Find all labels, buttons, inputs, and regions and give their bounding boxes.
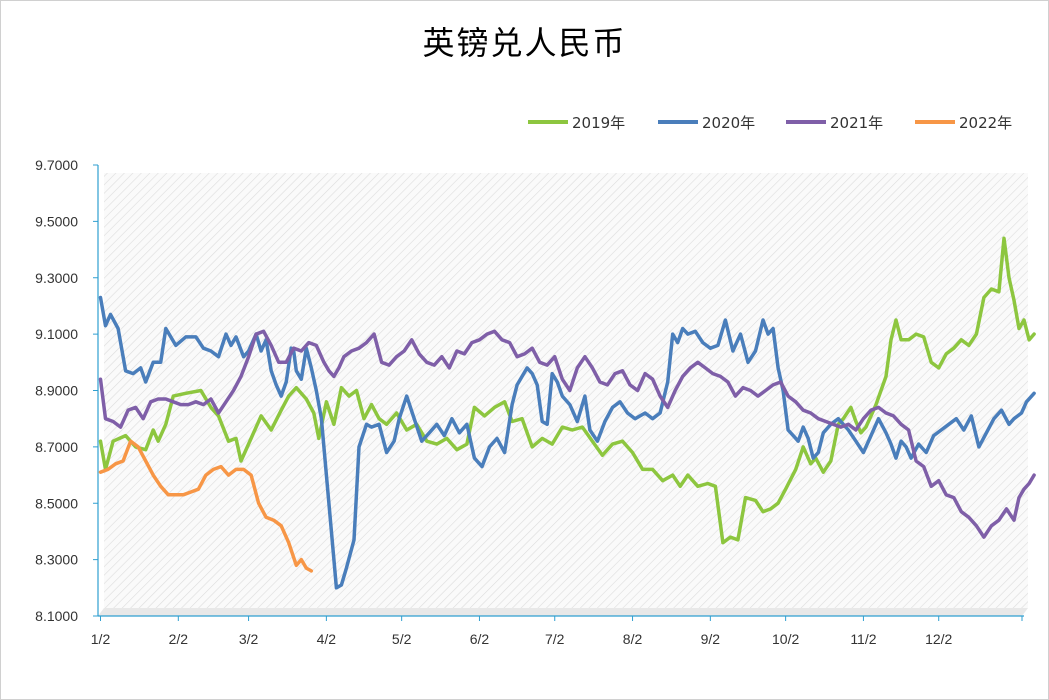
x-tick-label: 7/2	[545, 631, 565, 647]
y-tick-label: 9.5000	[35, 213, 78, 229]
x-tick-label: 3/2	[239, 631, 259, 647]
x-tick-label: 6/2	[470, 631, 490, 647]
legend-label: 2021年	[830, 114, 883, 132]
y-tick-label: 9.7000	[35, 157, 78, 173]
y-tick-label: 8.5000	[35, 495, 78, 511]
y-tick-label: 8.3000	[35, 552, 78, 568]
chart-title: 英镑兑人民币	[422, 24, 627, 62]
x-tick-label: 12/2	[925, 631, 952, 647]
y-tick-label: 8.1000	[35, 608, 78, 624]
plot-floor	[98, 608, 1028, 616]
legend-label: 2022年	[959, 114, 1012, 132]
legend-label: 2020年	[702, 114, 755, 132]
series-line-3	[98, 329, 1036, 539]
x-tick-label: 8/2	[623, 631, 643, 647]
series-line-1	[98, 236, 1036, 545]
x-tick-label: 2/2	[169, 631, 189, 647]
x-tick-label: 5/2	[392, 631, 412, 647]
x-tick-label: 9/2	[701, 631, 721, 647]
y-tick-label: 9.1000	[35, 326, 78, 342]
plot-area	[104, 173, 1028, 608]
series-line-4	[98, 439, 314, 573]
series-line-2	[98, 295, 1036, 590]
y-tick-label: 8.9000	[35, 383, 78, 399]
y-tick-label: 9.3000	[35, 270, 78, 286]
y-tick-label: 8.7000	[35, 439, 78, 455]
x-tick-label: 1/2	[91, 631, 111, 647]
x-tick-label: 11/2	[850, 631, 876, 647]
x-tick-label: 10/2	[772, 631, 799, 647]
x-tick-label: 4/2	[317, 631, 337, 647]
legend-label: 2019年	[572, 114, 625, 132]
